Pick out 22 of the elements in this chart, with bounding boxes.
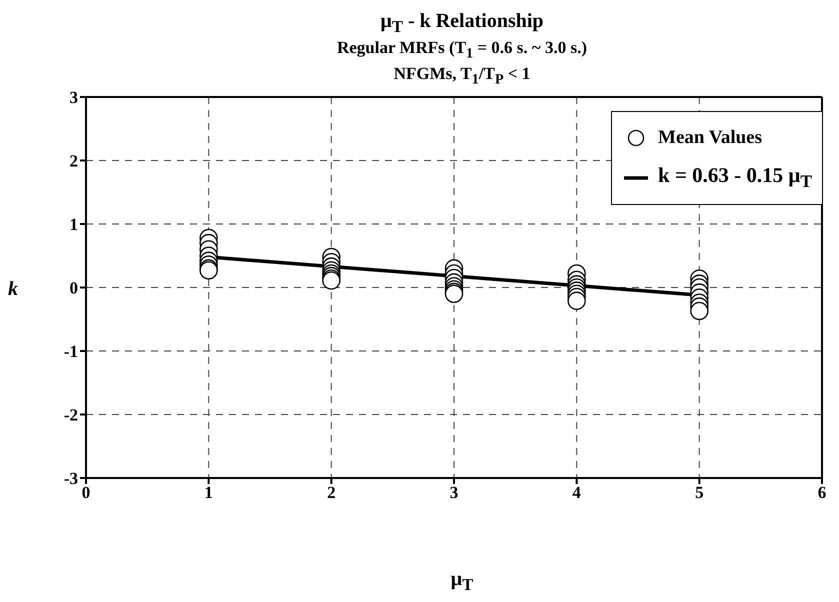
y-tick-label: 2: [70, 152, 78, 171]
x-tick-label: 3: [450, 483, 458, 502]
y-tick-label: 0: [70, 278, 78, 298]
y-tick-label: -2: [64, 406, 78, 425]
x-tick-label: 2: [327, 483, 336, 502]
chart-title: μ$_{T}$ - k Relationship: [380, 10, 544, 36]
chart-subtitle: Regular MRFs (T$_{1}$ = 0.6 s. ~ 3.0 s.) NFGMs, T$_{1}$/T$_{P}$ < 1: [336, 38, 588, 88]
y-tick-label: 3: [70, 88, 78, 108]
x-tick-label: 1: [204, 483, 213, 502]
point: [690, 302, 708, 320]
y-tick-label: -1: [64, 342, 78, 362]
legend-label: k = 0.63 - 0.15 μ$_{T}$: [658, 163, 812, 193]
x-tick-label: 5: [695, 483, 704, 502]
x-tick-label: 6: [818, 483, 826, 502]
y-tick-label: -3: [64, 469, 78, 488]
x-axis-title: μ$_{T}$: [450, 568, 474, 594]
y-tick-label: 1: [70, 215, 78, 234]
legend-label: Mean Values: [658, 127, 762, 149]
x-tick-label: 4: [572, 483, 582, 502]
point: [568, 292, 586, 310]
x-tick-label: 0: [82, 483, 90, 502]
y-axis-title: k: [8, 278, 18, 300]
